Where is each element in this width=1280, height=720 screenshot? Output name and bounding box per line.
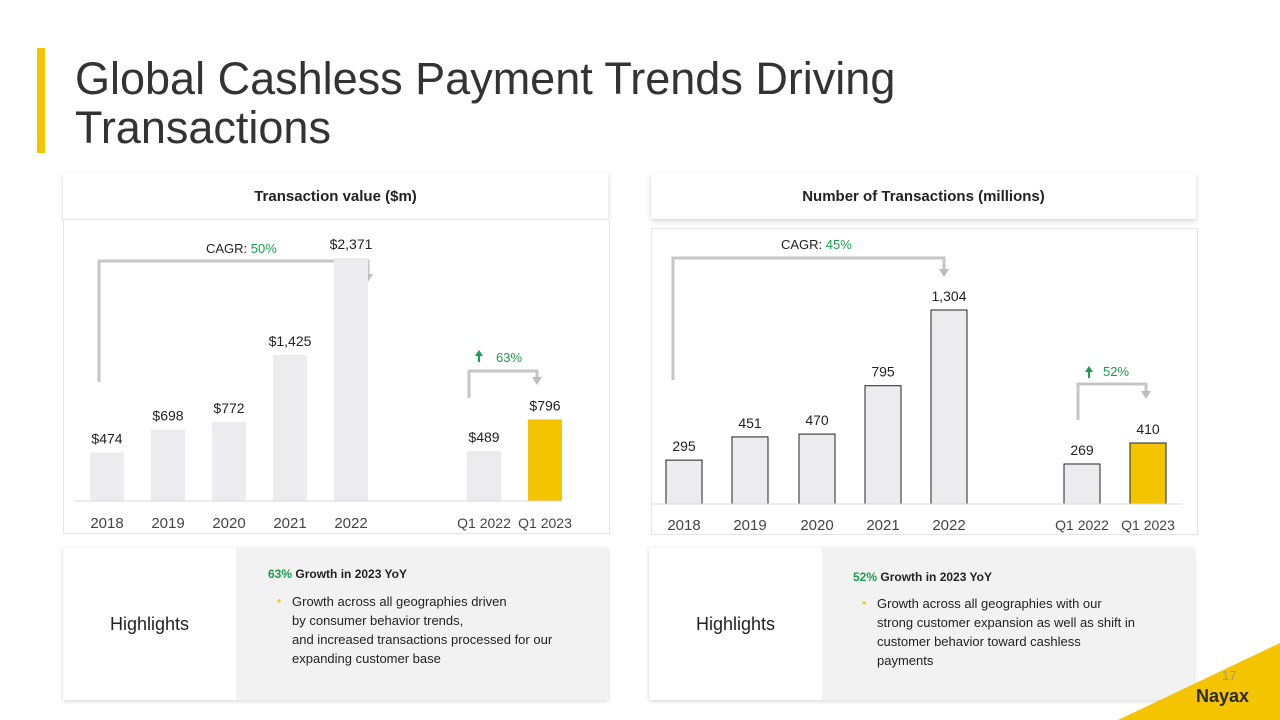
left-cagr-bracket [97, 259, 373, 382]
transaction-count-chart: CAGR: 45% 52% 295 2018 451 2019 470 2020 795 20… [652, 237, 1182, 534]
right-value-label-6: 410 [1136, 421, 1160, 437]
left-tick-label-1: 2019 [151, 515, 184, 532]
right-value-label-0: 295 [672, 438, 696, 454]
right-value-label-3: 795 [871, 364, 895, 380]
right-tick-label-1: 2019 [733, 517, 766, 534]
page-number: 17 [1222, 668, 1237, 683]
right-tick-label-6: Q1 2023 [1121, 517, 1175, 533]
right-chart-frame: CAGR: 45% 52% 295 2018 451 2019 470 2020 795 20… [651, 228, 1198, 535]
right-highlights-label: Highlights [649, 548, 822, 700]
right-bar-5 [1063, 463, 1101, 505]
right-cagr-bracket [671, 256, 949, 380]
right-bar-6 [1129, 442, 1167, 505]
left-chart-frame: CAGR: 50% 63% $474 2018 $698 2019 $772 2020 $1… [63, 219, 610, 534]
right-chart-header: Number of Transactions (millions) [651, 173, 1196, 219]
left-cagr-label: CAGR: 50% [206, 241, 277, 256]
right-highlights-heading: 52% Growth in 2023 YoY [853, 570, 992, 584]
bullet-dot-icon: • [862, 596, 867, 610]
right-growth-bracket [1076, 382, 1151, 420]
left-value-label-4: $2,371 [330, 236, 373, 252]
left-bar-0 [90, 452, 124, 501]
right-bar-0 [665, 459, 703, 505]
right-value-label-1: 451 [738, 415, 762, 431]
title-accent-bar [37, 48, 45, 153]
left-bar-6 [528, 419, 562, 501]
left-tick-label-0: 2018 [90, 515, 123, 532]
right-value-label-4: 1,304 [931, 288, 966, 304]
right-cagr-label: CAGR: 45% [781, 237, 852, 252]
right-bar-2 [798, 433, 836, 505]
right-tick-label-0: 2018 [667, 517, 700, 534]
left-bar-4 [334, 258, 368, 501]
nayax-logo: Nayax [1196, 686, 1250, 706]
left-bar-2 [212, 421, 246, 501]
page-title: Global Cashless Payment Trends Driving T… [75, 53, 896, 153]
right-highlights-content: 52% Growth in 2023 YoY • Growth across a… [822, 548, 1194, 700]
right-bar-3 [864, 385, 902, 505]
left-tick-label-3: 2021 [273, 515, 306, 532]
right-growth-label: 52% [1103, 364, 1129, 379]
right-tick-label-5: Q1 2022 [1055, 517, 1109, 533]
left-highlights-label: Highlights [63, 548, 236, 700]
left-highlights-box: Highlights 63% Growth in 2023 YoY • Grow… [63, 548, 608, 700]
left-highlights-bullet: • Growth across all geographies driven b… [277, 594, 553, 666]
left-value-label-0: $474 [91, 430, 122, 446]
right-tick-label-2: 2020 [800, 517, 833, 534]
transaction-value-chart: CAGR: 50% 63% $474 2018 $698 2019 $772 2020 $1… [74, 236, 572, 532]
right-tick-label-4: 2022 [932, 517, 965, 534]
left-highlights-content: 63% Growth in 2023 YoY • Growth across a… [236, 548, 608, 700]
bullet-dot-icon: • [277, 594, 282, 608]
left-growth-arrow-icon [475, 350, 483, 362]
right-bar-1 [731, 436, 769, 505]
right-growth-arrow-icon [1085, 366, 1093, 378]
left-value-label-2: $772 [213, 400, 244, 416]
right-bar-4 [930, 309, 968, 505]
left-tick-label-2: 2020 [212, 515, 245, 532]
left-growth-label: 63% [496, 350, 522, 365]
left-tick-label-4: 2022 [334, 515, 367, 532]
left-chart-header: Transaction value ($m) [63, 173, 608, 219]
left-value-label-3: $1,425 [269, 333, 312, 349]
left-highlights-heading: 63% Growth in 2023 YoY [268, 567, 407, 581]
left-bar-5 [467, 450, 501, 501]
left-bar-3 [273, 354, 307, 501]
right-value-label-5: 269 [1070, 442, 1094, 458]
left-value-label-6: $796 [529, 397, 560, 413]
left-tick-label-6: Q1 2023 [518, 515, 572, 531]
right-tick-label-3: 2021 [866, 517, 899, 534]
left-growth-bracket [467, 369, 542, 398]
left-value-label-1: $698 [152, 407, 183, 423]
right-highlights-bullet: • Growth across all geographies with our… [862, 596, 1135, 668]
left-tick-label-5: Q1 2022 [457, 515, 511, 531]
right-highlights-box: Highlights 52% Growth in 2023 YoY • Grow… [649, 548, 1194, 700]
left-bar-1 [151, 429, 185, 501]
right-value-label-2: 470 [805, 412, 829, 428]
left-value-label-5: $489 [468, 429, 499, 445]
